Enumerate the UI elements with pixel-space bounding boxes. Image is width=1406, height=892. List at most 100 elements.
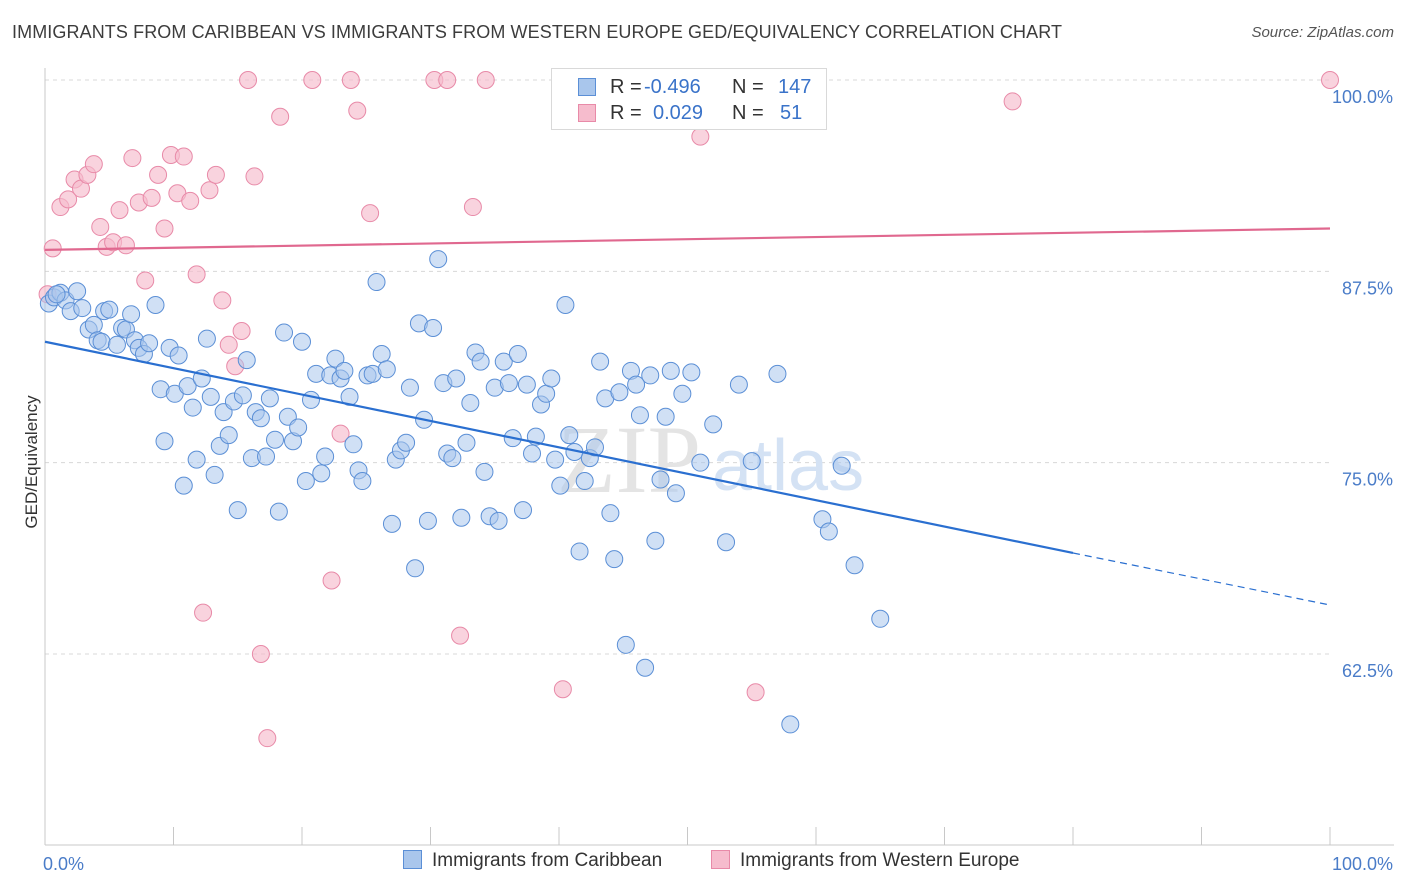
data-point-caribbean [382, 514, 401, 533]
legend-swatch-western-europe [578, 104, 596, 122]
data-point-caribbean [92, 332, 111, 351]
data-point-caribbean [377, 360, 396, 379]
data-point-caribbean [219, 426, 238, 445]
data-point-caribbean [591, 352, 610, 371]
chart-title: IMMIGRANTS FROM CARIBBEAN VS IMMIGRANTS … [12, 22, 1063, 42]
data-point-western-europe [91, 217, 110, 236]
data-point-caribbean [601, 504, 620, 523]
x-tick-label: 0.0% [43, 854, 84, 874]
data-point-caribbean [781, 715, 800, 734]
data-point-caribbean [201, 387, 220, 406]
data-point-caribbean [174, 476, 193, 495]
data-point-caribbean [542, 369, 561, 388]
correlation-legend: R = -0.496 N = 147 R = 0.029 N = 51 [551, 68, 827, 130]
data-point-western-europe [116, 236, 135, 255]
data-point-caribbean [452, 508, 471, 527]
data-point-caribbean [260, 389, 279, 408]
data-point-caribbean [475, 462, 494, 481]
data-point-caribbean [682, 363, 701, 382]
data-point-western-europe [59, 190, 78, 209]
data-point-western-europe [303, 71, 322, 89]
legend-n-label: N = [732, 102, 764, 124]
data-point-western-europe [245, 167, 264, 186]
data-point-western-europe [200, 181, 219, 200]
data-point-caribbean [523, 444, 542, 463]
data-point-caribbean [406, 559, 425, 578]
trend-lines [44, 227, 1331, 606]
data-point-caribbean [616, 635, 635, 654]
data-point-caribbean [269, 502, 288, 521]
data-point-western-europe [219, 335, 238, 354]
data-point-western-europe [451, 626, 470, 645]
data-point-caribbean [293, 332, 311, 351]
data-point-caribbean [140, 334, 159, 353]
data-point-caribbean [570, 542, 589, 561]
data-point-western-europe [438, 71, 457, 89]
data-point-caribbean [155, 432, 174, 451]
data-point-caribbean [489, 511, 508, 530]
data-point-caribbean [517, 375, 536, 394]
data-point-western-europe [213, 291, 232, 310]
data-point-caribbean [768, 364, 787, 383]
data-point-caribbean [832, 456, 851, 475]
trend-line-caribbean [44, 340, 1074, 555]
data-point-caribbean [729, 375, 748, 394]
data-point-western-europe [1003, 92, 1022, 111]
series-legend-western-europe: Immigrants from Western Europe [711, 850, 1019, 872]
data-point-caribbean [296, 472, 315, 491]
data-point-western-europe [142, 188, 161, 207]
data-point-caribbean [47, 285, 66, 304]
legend-n-value: 51 [780, 102, 803, 124]
data-point-caribbean [312, 464, 331, 483]
data-point-western-europe [331, 424, 350, 443]
series-western-europe-points [38, 71, 1339, 748]
data-point-western-europe [110, 201, 129, 220]
data-point-caribbean [400, 378, 419, 397]
data-point-caribbean [443, 449, 462, 468]
data-point-caribbean [107, 335, 126, 354]
data-point-caribbean [233, 386, 252, 405]
data-point-caribbean [661, 361, 680, 380]
data-point-western-europe [691, 127, 710, 146]
data-point-caribbean [630, 406, 649, 425]
data-point-caribbean [178, 377, 197, 396]
data-point-western-europe [84, 155, 103, 174]
data-point-caribbean [301, 390, 320, 409]
y-tick-label: 100.0% [1332, 87, 1393, 107]
data-point-caribbean [666, 484, 685, 503]
data-point-caribbean [183, 398, 202, 417]
data-point-caribbean [344, 435, 363, 454]
data-point-caribbean [742, 452, 761, 471]
data-point-caribbean [673, 384, 692, 403]
source-label: Source: ZipAtlas.com [1251, 24, 1394, 41]
data-point-caribbean [514, 501, 533, 520]
series-legend-label: Immigrants from Western Europe [740, 850, 1020, 871]
legend-swatch-caribbean [578, 78, 596, 96]
data-point-caribbean [429, 250, 448, 269]
data-point-western-europe [187, 265, 206, 284]
data-point-caribbean [636, 658, 655, 677]
data-point-caribbean [372, 344, 391, 363]
data-point-caribbean [146, 296, 165, 315]
y-tick-label: 75.0% [1342, 470, 1393, 490]
data-point-western-europe [341, 71, 360, 89]
series-legend-swatch-caribbean [403, 850, 422, 869]
data-point-caribbean [551, 476, 570, 495]
data-point-caribbean [691, 453, 710, 472]
data-point-caribbean [418, 511, 437, 530]
data-point-caribbean [326, 349, 345, 368]
data-point-caribbean [819, 522, 838, 541]
data-point-western-europe [476, 71, 495, 89]
data-point-western-europe [348, 101, 367, 120]
data-point-western-europe [361, 204, 380, 223]
x-tick-label: 100.0% [1332, 854, 1393, 874]
data-point-caribbean [316, 447, 335, 466]
data-point-western-europe [181, 191, 200, 210]
data-point-caribbean [537, 384, 556, 403]
data-point-western-europe [271, 107, 290, 126]
data-point-caribbean [575, 472, 594, 491]
data-point-western-europe [251, 645, 270, 663]
y-tick-label: 87.5% [1342, 278, 1393, 298]
legend-r-value: 0.029 [653, 102, 704, 124]
